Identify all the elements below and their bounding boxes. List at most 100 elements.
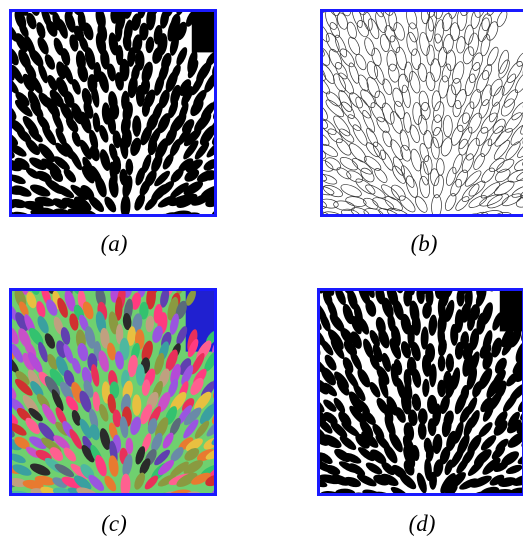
blob-outline [430, 136, 440, 160]
blob [52, 208, 73, 214]
blob [320, 452, 333, 465]
blob-outline [355, 178, 376, 195]
blob [12, 74, 19, 94]
blob [403, 291, 413, 307]
blob-outline [339, 48, 355, 68]
blob [81, 88, 92, 107]
segment-blob [42, 403, 57, 425]
blob-outline [384, 196, 403, 212]
blob [185, 159, 203, 173]
blob [122, 175, 133, 198]
segment-blob [61, 476, 83, 490]
segment-blob [127, 354, 138, 378]
blob [47, 74, 58, 92]
blob [429, 363, 437, 388]
blob [15, 33, 29, 53]
blob-outline [479, 194, 503, 207]
segment-blob [168, 489, 192, 493]
segment-blob [170, 447, 184, 462]
blob [177, 126, 192, 146]
segment-blob [187, 338, 199, 358]
blob [51, 110, 64, 133]
blob [168, 99, 179, 119]
blob-outline [469, 89, 481, 109]
blob [49, 168, 64, 182]
blob [365, 462, 383, 475]
segment-blob [12, 326, 19, 345]
blob [358, 317, 370, 335]
blob [353, 383, 366, 402]
blob [115, 17, 123, 42]
blob [514, 367, 522, 382]
blob [191, 193, 211, 206]
blob [108, 176, 119, 198]
blob [122, 33, 132, 52]
blob [151, 153, 163, 173]
segment-blob [38, 422, 56, 442]
blob [324, 354, 337, 371]
segment-blob [95, 454, 107, 477]
blob [357, 368, 371, 388]
segment-blob [29, 436, 47, 449]
caption-c: (c) [101, 511, 127, 536]
blob [79, 139, 92, 160]
blob [145, 36, 155, 54]
blob [512, 354, 522, 374]
blob [369, 354, 380, 371]
blob [389, 431, 403, 453]
blob [30, 102, 44, 119]
blob [157, 113, 171, 134]
blob-outline [327, 128, 343, 144]
blob-outline [461, 153, 474, 173]
segment-blob [190, 377, 204, 396]
blob [12, 174, 26, 185]
blob [493, 420, 508, 436]
blob [443, 484, 458, 493]
segment-blob [15, 370, 30, 386]
blob [104, 196, 117, 213]
blob [323, 399, 337, 412]
blob [112, 130, 122, 149]
blob [183, 181, 204, 196]
blob-outline [497, 49, 509, 74]
blob [420, 326, 429, 350]
blob [383, 444, 398, 464]
segment-blob [98, 350, 109, 372]
blob [358, 291, 371, 306]
blob-outline [325, 12, 338, 30]
blob-outline [452, 61, 465, 84]
blob [486, 377, 501, 399]
segment-blob [98, 403, 109, 422]
blob [42, 124, 57, 146]
blob-outline [479, 210, 503, 214]
segment-blob [12, 353, 19, 373]
segment-blob [125, 437, 134, 455]
segment-blob [206, 419, 214, 437]
segment-blob [84, 326, 96, 349]
blob-outline [489, 78, 503, 97]
blob [204, 71, 214, 93]
blob-outline [405, 175, 419, 198]
blob-outline [455, 196, 470, 211]
blob [320, 408, 327, 423]
segment-blob [47, 353, 58, 371]
blob-outline [473, 153, 485, 170]
blob [64, 12, 76, 33]
blob [55, 128, 67, 147]
panel-a-binary-image [9, 9, 217, 217]
blob-outline [464, 73, 476, 97]
blob [491, 445, 506, 460]
blob [38, 143, 56, 163]
segment-blob [176, 472, 198, 487]
segment-blob [160, 291, 170, 308]
blob [183, 140, 199, 160]
blob-outline [375, 12, 387, 33]
segment-blob [107, 393, 117, 414]
segment-blob [119, 416, 129, 439]
blob [169, 34, 179, 56]
blob-outline [419, 175, 430, 199]
blob [115, 45, 124, 66]
blob [119, 137, 129, 160]
blob [81, 166, 95, 184]
blob-outline [478, 99, 490, 119]
